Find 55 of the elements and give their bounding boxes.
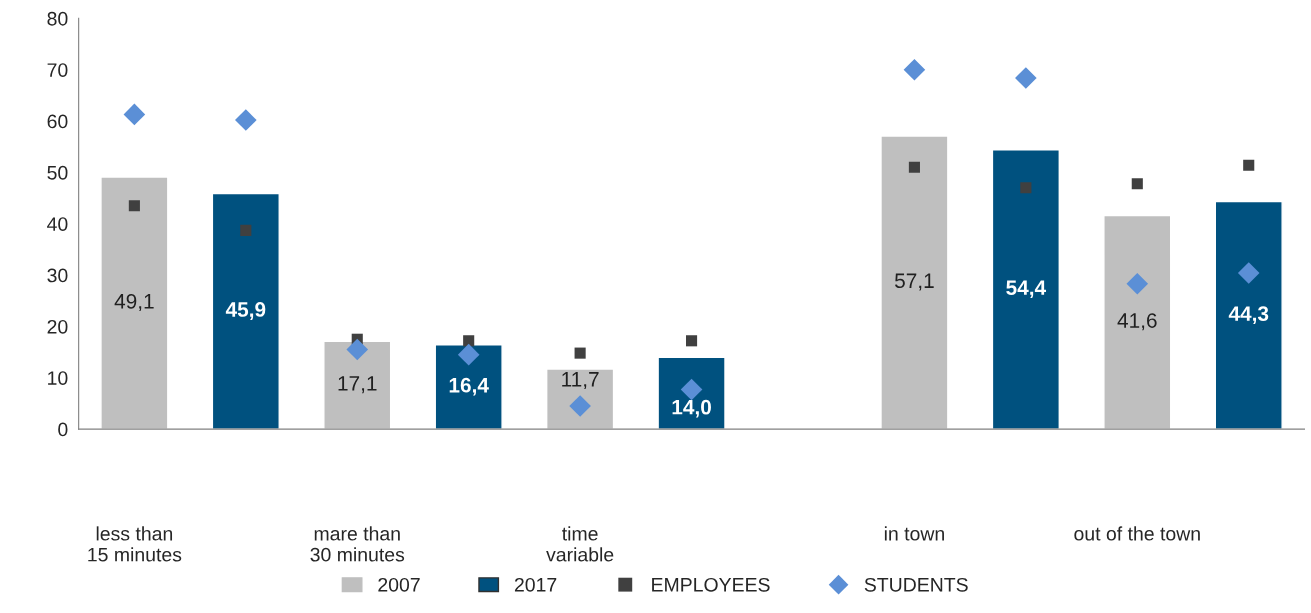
bar bbox=[211, 192, 280, 430]
bar bbox=[1214, 200, 1283, 430]
point bbox=[1015, 67, 1037, 89]
y-tick-label: 0 bbox=[58, 422, 68, 437]
y-tick-label: 30 bbox=[47, 268, 68, 283]
bar bbox=[657, 356, 726, 430]
x-tick-label: in town bbox=[884, 526, 944, 541]
y-tick-label: 70 bbox=[47, 63, 68, 77]
data-label: 45,9 bbox=[225, 302, 266, 320]
point bbox=[1131, 178, 1143, 190]
point bbox=[346, 338, 369, 361]
point bbox=[1243, 159, 1255, 171]
legend-label: 2007 bbox=[378, 577, 420, 592]
y-tick-label: 80 bbox=[47, 11, 68, 26]
bar bbox=[991, 149, 1060, 430]
bar bbox=[100, 176, 169, 430]
point bbox=[240, 224, 252, 236]
data-label: 41,6 bbox=[1117, 313, 1157, 331]
legend-label: 2017 bbox=[514, 577, 557, 592]
data-label: 54,4 bbox=[1006, 280, 1047, 299]
bar bbox=[434, 344, 503, 430]
x-tick-label: time variable bbox=[546, 526, 614, 562]
data-label: 57,1 bbox=[894, 273, 934, 291]
y-tick-label: 20 bbox=[47, 319, 68, 334]
x-tick-label: mare than 30 minutes bbox=[310, 526, 405, 562]
point bbox=[903, 58, 926, 81]
y-tick-label: 50 bbox=[47, 165, 68, 180]
point bbox=[123, 103, 146, 126]
point bbox=[457, 343, 480, 366]
point bbox=[1237, 262, 1260, 284]
data-label: 44,3 bbox=[1228, 306, 1269, 324]
data-label: 11,7 bbox=[562, 372, 599, 390]
point bbox=[463, 335, 475, 347]
point bbox=[1126, 273, 1149, 295]
data-label: 16,4 bbox=[449, 377, 489, 396]
point bbox=[574, 347, 586, 359]
data-label: 14,0 bbox=[672, 399, 711, 418]
x-tick-label: less than 15 minutes bbox=[88, 526, 182, 562]
point bbox=[1020, 182, 1032, 194]
bar bbox=[1103, 214, 1172, 430]
point bbox=[908, 161, 920, 173]
legend-label: EMPLOYEES bbox=[652, 577, 770, 592]
data-label: 49,1 bbox=[114, 293, 154, 312]
bar bbox=[545, 368, 615, 430]
x-tick-label: out of the town bbox=[1074, 526, 1200, 541]
point bbox=[128, 200, 140, 212]
point bbox=[235, 109, 257, 131]
legend-label: STUDENTS bbox=[864, 577, 968, 592]
bar bbox=[323, 340, 392, 430]
point bbox=[686, 335, 698, 347]
y-tick-label: 60 bbox=[47, 114, 68, 129]
bar bbox=[880, 135, 949, 430]
y-tick-label: 10 bbox=[48, 371, 68, 385]
y-tick-label: 40 bbox=[47, 217, 68, 231]
data-label: 17,1 bbox=[338, 376, 377, 394]
